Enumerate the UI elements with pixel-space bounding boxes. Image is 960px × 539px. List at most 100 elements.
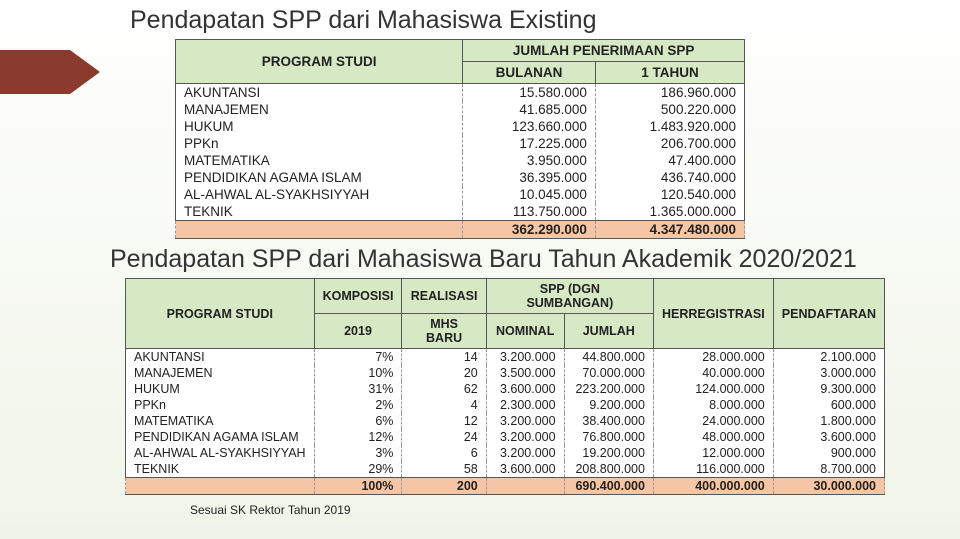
cell-yearly: 436.740.000 <box>595 169 744 186</box>
cell-pendaftaran: 1.800.000 <box>773 413 884 429</box>
cell-herreg: 24.000.000 <box>653 413 773 429</box>
cell-yearly: 47.400.000 <box>595 152 744 169</box>
cell-program: AL-AHWAL AL-SYAKHSIYYAH <box>126 445 315 461</box>
col2-herreg: HERREGISTRASI <box>653 279 773 349</box>
cell-total-herreg: 400.000.000 <box>653 478 773 495</box>
cell-pendaftaran: 3.600.000 <box>773 429 884 445</box>
table-row: PENDIDIKAN AGAMA ISLAM12%243.200.00076.8… <box>126 429 885 445</box>
col-group-spp: JUMLAH PENERIMAAN SPP <box>463 40 745 62</box>
cell-yearly: 186.960.000 <box>595 84 744 102</box>
cell-pendaftaran: 900.000 <box>773 445 884 461</box>
cell-program: PPKn <box>176 135 463 152</box>
cell-program: AKUNTANSI <box>126 349 315 366</box>
cell-monthly: 17.225.000 <box>463 135 596 152</box>
cell-nominal: 3.200.000 <box>486 429 564 445</box>
cell-total-jumlah: 690.400.000 <box>564 478 653 495</box>
cell-realisasi: 58 <box>402 461 486 478</box>
table-row: MANAJEMEN41.685.000500.220.000 <box>176 101 745 118</box>
cell-total-realisasi: 200 <box>402 478 486 495</box>
cell-komposisi: 31% <box>314 381 402 397</box>
cell-realisasi: 14 <box>402 349 486 366</box>
table-row: PPKn17.225.000206.700.000 <box>176 135 745 152</box>
cell-total-pendaftaran: 30.000.000 <box>773 478 884 495</box>
cell-realisasi: 4 <box>402 397 486 413</box>
table-row: AKUNTANSI7%143.200.00044.800.00028.000.0… <box>126 349 885 366</box>
cell-program: PENDIDIKAN AGAMA ISLAM <box>126 429 315 445</box>
cell-program: AKUNTANSI <box>176 84 463 102</box>
table-row: AKUNTANSI15.580.000186.960.000 <box>176 84 745 102</box>
section2-title: Pendapatan SPP dari Mahasiswa Baru Tahun… <box>110 245 960 274</box>
cell-program: MANAJEMEN <box>176 101 463 118</box>
col2-komposisi: KOMPOSISI <box>314 279 402 314</box>
table-row: PENDIDIKAN AGAMA ISLAM36.395.000436.740.… <box>176 169 745 186</box>
cell-yearly: 1.483.920.000 <box>595 118 744 135</box>
cell-herreg: 28.000.000 <box>653 349 773 366</box>
table-row: MANAJEMEN10%203.500.00070.000.00040.000.… <box>126 365 885 381</box>
cell-jumlah: 19.200.000 <box>564 445 653 461</box>
cell-herreg: 124.000.000 <box>653 381 773 397</box>
cell-program: HUKUM <box>126 381 315 397</box>
table-row: HUKUM123.660.0001.483.920.000 <box>176 118 745 135</box>
cell-jumlah: 44.800.000 <box>564 349 653 366</box>
cell-jumlah: 76.800.000 <box>564 429 653 445</box>
cell-jumlah: 208.800.000 <box>564 461 653 478</box>
cell-program: TEKNIK <box>126 461 315 478</box>
cell-yearly: 500.220.000 <box>595 101 744 118</box>
col2-nominal: NOMINAL <box>486 314 564 349</box>
col2-jumlah: JUMLAH <box>564 314 653 349</box>
cell-komposisi: 10% <box>314 365 402 381</box>
cell-pendaftaran: 2.100.000 <box>773 349 884 366</box>
cell-komposisi: 12% <box>314 429 402 445</box>
cell-pendaftaran: 600.000 <box>773 397 884 413</box>
cell-yearly: 120.540.000 <box>595 186 744 203</box>
col2-realisasi: REALISASI <box>402 279 486 314</box>
cell-nominal: 3.600.000 <box>486 381 564 397</box>
cell-total-yearly: 4.347.480.000 <box>595 221 744 239</box>
cell-komposisi: 29% <box>314 461 402 478</box>
cell-nominal: 3.200.000 <box>486 445 564 461</box>
cell-herreg: 40.000.000 <box>653 365 773 381</box>
total-row: 362.290.0004.347.480.000 <box>176 221 745 239</box>
cell-program: AL-AHWAL AL-SYAKHSIYYAH <box>176 186 463 203</box>
table-row: MATEMATIKA6%123.200.00038.400.00024.000.… <box>126 413 885 429</box>
cell-monthly: 36.395.000 <box>463 169 596 186</box>
cell-komposisi: 6% <box>314 413 402 429</box>
cell-nominal: 3.500.000 <box>486 365 564 381</box>
cell-yearly: 206.700.000 <box>595 135 744 152</box>
cell-monthly: 123.660.000 <box>463 118 596 135</box>
cell-program: HUKUM <box>176 118 463 135</box>
cell-jumlah: 9.200.000 <box>564 397 653 413</box>
cell-yearly: 1.365.000.000 <box>595 203 744 221</box>
table-row: HUKUM31%623.600.000223.200.000124.000.00… <box>126 381 885 397</box>
cell-program: PPKn <box>126 397 315 413</box>
table-row: AL-AHWAL AL-SYAKHSIYYAH3%63.200.00019.20… <box>126 445 885 461</box>
cell-realisasi: 24 <box>402 429 486 445</box>
table-row: PPKn2%42.300.0009.200.0008.000.000600.00… <box>126 397 885 413</box>
new-students-table: PROGRAM STUDI KOMPOSISI REALISASI SPP (D… <box>125 278 885 495</box>
cell-monthly: 3.950.000 <box>463 152 596 169</box>
cell-program: TEKNIK <box>176 203 463 221</box>
col-yearly: 1 TAHUN <box>595 62 744 84</box>
footnote: Sesuai SK Rektor Tahun 2019 <box>190 503 960 517</box>
cell-total-label <box>176 221 463 239</box>
cell-realisasi: 62 <box>402 381 486 397</box>
cell-realisasi: 12 <box>402 413 486 429</box>
cell-jumlah: 223.200.000 <box>564 381 653 397</box>
table-row: MATEMATIKA3.950.00047.400.000 <box>176 152 745 169</box>
col2-2019: 2019 <box>314 314 402 349</box>
col-monthly: BULANAN <box>463 62 596 84</box>
cell-monthly: 10.045.000 <box>463 186 596 203</box>
cell-total-nominal <box>486 478 564 495</box>
cell-jumlah: 38.400.000 <box>564 413 653 429</box>
cell-monthly: 15.580.000 <box>463 84 596 102</box>
cell-komposisi: 7% <box>314 349 402 366</box>
cell-herreg: 116.000.000 <box>653 461 773 478</box>
col-program: PROGRAM STUDI <box>176 40 463 84</box>
cell-nominal: 3.600.000 <box>486 461 564 478</box>
cell-nominal: 2.300.000 <box>486 397 564 413</box>
cell-program: MATEMATIKA <box>176 152 463 169</box>
cell-pendaftaran: 8.700.000 <box>773 461 884 478</box>
cell-realisasi: 20 <box>402 365 486 381</box>
cell-monthly: 41.685.000 <box>463 101 596 118</box>
table-row: AL-AHWAL AL-SYAKHSIYYAH10.045.000120.540… <box>176 186 745 203</box>
